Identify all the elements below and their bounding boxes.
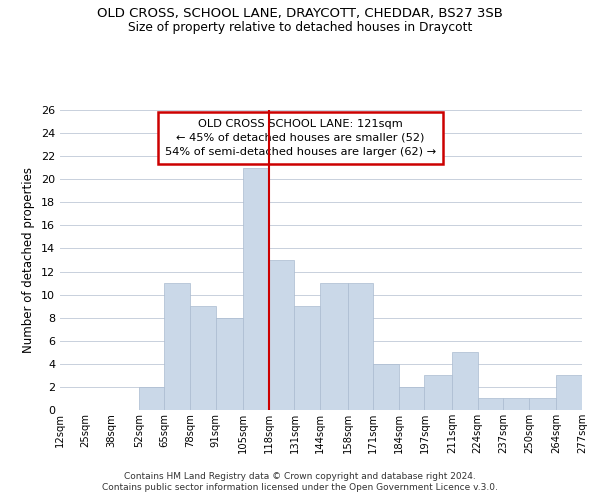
Text: OLD CROSS SCHOOL LANE: 121sqm
← 45% of detached houses are smaller (52)
54% of s: OLD CROSS SCHOOL LANE: 121sqm ← 45% of d… [164, 119, 436, 157]
Text: Contains public sector information licensed under the Open Government Licence v.: Contains public sector information licen… [102, 484, 498, 492]
Bar [529, 398, 556, 410]
Bar [190, 306, 215, 410]
Text: Contains HM Land Registry data © Crown copyright and database right 2024.: Contains HM Land Registry data © Crown c… [124, 472, 476, 481]
Bar [295, 306, 320, 410]
Text: Size of property relative to detached houses in Draycott: Size of property relative to detached ho… [128, 21, 472, 34]
Bar [164, 283, 190, 410]
Bar [320, 283, 347, 410]
Bar [399, 387, 424, 410]
Text: OLD CROSS, SCHOOL LANE, DRAYCOTT, CHEDDAR, BS27 3SB: OLD CROSS, SCHOOL LANE, DRAYCOTT, CHEDDA… [97, 8, 503, 20]
Bar [243, 168, 269, 410]
Bar [503, 398, 529, 410]
Bar [215, 318, 243, 410]
Bar [556, 376, 582, 410]
Y-axis label: Number of detached properties: Number of detached properties [22, 167, 35, 353]
Bar [452, 352, 478, 410]
Bar [424, 376, 452, 410]
Bar [478, 398, 503, 410]
Bar [373, 364, 399, 410]
Bar [347, 283, 373, 410]
Bar [139, 387, 164, 410]
Bar [269, 260, 295, 410]
